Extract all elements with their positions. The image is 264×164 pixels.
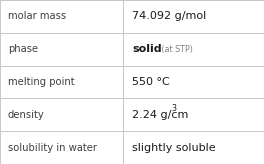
Text: 3: 3 — [171, 104, 176, 113]
Text: 550 °C: 550 °C — [132, 77, 170, 87]
Text: molar mass: molar mass — [8, 11, 66, 21]
Text: melting point: melting point — [8, 77, 74, 87]
Text: 74.092 g/mol: 74.092 g/mol — [132, 11, 206, 21]
Text: phase: phase — [8, 44, 38, 54]
Text: solid: solid — [132, 44, 162, 54]
Text: 2.24 g/cm: 2.24 g/cm — [132, 110, 188, 120]
Text: slightly soluble: slightly soluble — [132, 143, 216, 153]
Text: density: density — [8, 110, 45, 120]
Text: (at STP): (at STP) — [159, 45, 193, 54]
Text: solubility in water: solubility in water — [8, 143, 97, 153]
